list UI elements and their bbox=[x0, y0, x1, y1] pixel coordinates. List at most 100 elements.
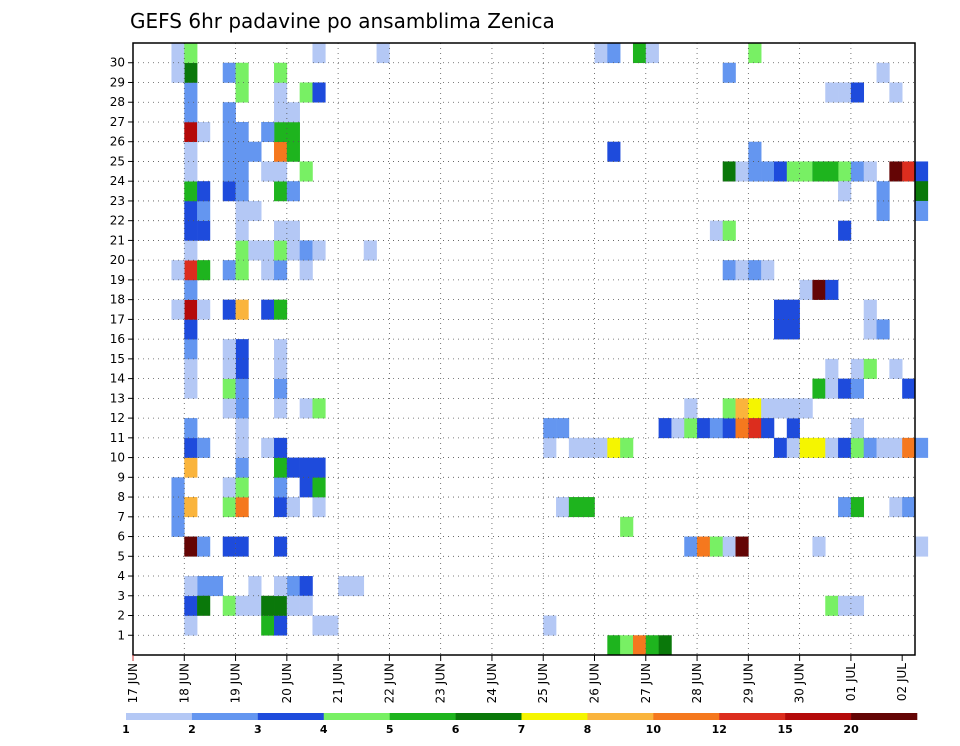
heatmap-cell bbox=[799, 279, 813, 300]
colorbar-swatch bbox=[719, 713, 786, 720]
colorbar-swatch bbox=[257, 713, 325, 720]
x-tick-label: 24 JUN bbox=[485, 663, 499, 703]
heatmap-cell bbox=[235, 240, 249, 261]
heatmap-cell bbox=[915, 437, 929, 458]
heatmap-cell bbox=[299, 240, 313, 261]
heatmap-cell bbox=[197, 299, 211, 320]
heatmap-cell bbox=[184, 102, 198, 123]
y-tick-label: 14 bbox=[110, 372, 125, 386]
colorbar-label: 1 bbox=[122, 723, 130, 736]
heatmap-cell bbox=[876, 437, 890, 458]
heatmap-cell bbox=[274, 181, 288, 202]
heatmap-cell bbox=[812, 536, 826, 557]
heatmap-cell bbox=[863, 437, 877, 458]
heatmap-cell bbox=[184, 62, 198, 83]
heatmap-cell bbox=[197, 576, 211, 597]
heatmap-cell bbox=[761, 161, 775, 182]
heatmap-cell bbox=[184, 418, 198, 439]
x-tick-label: 25 JUN bbox=[536, 663, 550, 703]
y-tick-label: 6 bbox=[117, 530, 125, 544]
heatmap-cell bbox=[709, 536, 724, 557]
heatmap-cell bbox=[697, 536, 711, 557]
heatmap-cell bbox=[235, 121, 249, 143]
heatmap-cell bbox=[222, 536, 236, 557]
y-tick-label: 5 bbox=[117, 549, 125, 563]
heatmap-cell bbox=[286, 121, 300, 143]
heatmap-cell bbox=[197, 220, 211, 241]
heatmap-cell bbox=[915, 161, 929, 182]
heatmap-cell bbox=[889, 437, 903, 458]
heatmap-cell bbox=[773, 398, 788, 419]
heatmap-cell bbox=[850, 418, 865, 439]
heatmap-cell bbox=[697, 418, 711, 439]
heatmap-cell bbox=[274, 220, 288, 241]
heatmap-cell bbox=[197, 595, 211, 616]
heatmap-cell bbox=[222, 141, 236, 162]
heatmap-cell bbox=[184, 339, 198, 360]
chart-title: GEFS 6hr padavine po ansamblima Zenica bbox=[130, 9, 555, 33]
heatmap-cell bbox=[222, 398, 236, 419]
y-tick-label: 4 bbox=[117, 569, 125, 583]
heatmap-cell bbox=[850, 497, 865, 518]
heatmap-cell bbox=[171, 62, 185, 83]
grid-lines bbox=[133, 43, 915, 655]
heatmap-cell bbox=[581, 437, 595, 458]
colorbar-swatch bbox=[323, 713, 390, 720]
heatmap-cell bbox=[773, 437, 788, 458]
heatmap-cell bbox=[274, 299, 288, 320]
heatmap-cell bbox=[222, 161, 236, 182]
heatmap-cell bbox=[235, 82, 249, 103]
heatmap-cell bbox=[799, 437, 813, 458]
colorbar-label: 15 bbox=[778, 723, 793, 736]
heatmap-cell bbox=[222, 62, 236, 83]
heatmap-cell bbox=[286, 457, 300, 478]
y-tick-label: 18 bbox=[110, 293, 125, 307]
heatmap-cell bbox=[902, 161, 916, 182]
y-tick-label: 22 bbox=[110, 214, 125, 228]
heatmap-cell bbox=[171, 497, 185, 518]
y-tick-label: 25 bbox=[110, 154, 125, 168]
y-tick-label: 26 bbox=[110, 135, 125, 149]
heatmap-cell bbox=[274, 82, 288, 103]
heatmap-cell bbox=[312, 457, 326, 478]
colorbar-swatch bbox=[587, 713, 654, 720]
heatmap-cell bbox=[748, 43, 762, 64]
heatmap-cell bbox=[338, 576, 352, 597]
heatmap-cell bbox=[722, 536, 736, 557]
heatmap-cell bbox=[838, 437, 852, 458]
x-tick-label: 21 JUN bbox=[331, 663, 345, 703]
x-tick-label: 17 JUN bbox=[126, 663, 140, 703]
heatmap-cell bbox=[274, 102, 288, 123]
heatmap-cell bbox=[184, 358, 198, 379]
heatmap-cell bbox=[620, 635, 634, 656]
heatmap-cell bbox=[184, 319, 198, 340]
colorbar-swatch bbox=[785, 713, 852, 720]
heatmap-cell bbox=[825, 378, 839, 399]
heatmap-cell bbox=[274, 62, 288, 83]
heatmap-cell bbox=[773, 161, 788, 182]
colorbar-label: 3 bbox=[254, 723, 262, 736]
heatmap-cell bbox=[171, 260, 185, 281]
heatmap-cell bbox=[671, 418, 685, 439]
heatmap-cell bbox=[838, 181, 852, 202]
y-tick-label: 15 bbox=[110, 352, 125, 366]
heatmap-cell bbox=[709, 418, 724, 439]
colorbar-label: 12 bbox=[712, 723, 727, 736]
x-tick-label: 23 JUN bbox=[434, 663, 448, 703]
heatmap-cell bbox=[850, 358, 865, 379]
heatmap-cell bbox=[850, 161, 865, 182]
heatmap-cell bbox=[850, 595, 865, 616]
heatmap-cell bbox=[325, 615, 339, 636]
heatmap-cell bbox=[607, 635, 621, 656]
heatmap-cell bbox=[722, 418, 736, 439]
heatmap-cell bbox=[235, 260, 249, 281]
heatmap-cell bbox=[556, 497, 570, 518]
heatmap-cell bbox=[799, 398, 813, 419]
heatmap-cell bbox=[222, 497, 236, 518]
heatmap-cell bbox=[607, 141, 621, 162]
heatmap-cell bbox=[748, 398, 762, 419]
heatmap-cell bbox=[261, 615, 275, 636]
heatmap-cell bbox=[863, 161, 877, 182]
heatmap-cell bbox=[184, 181, 198, 202]
heatmap-cell bbox=[235, 477, 249, 498]
